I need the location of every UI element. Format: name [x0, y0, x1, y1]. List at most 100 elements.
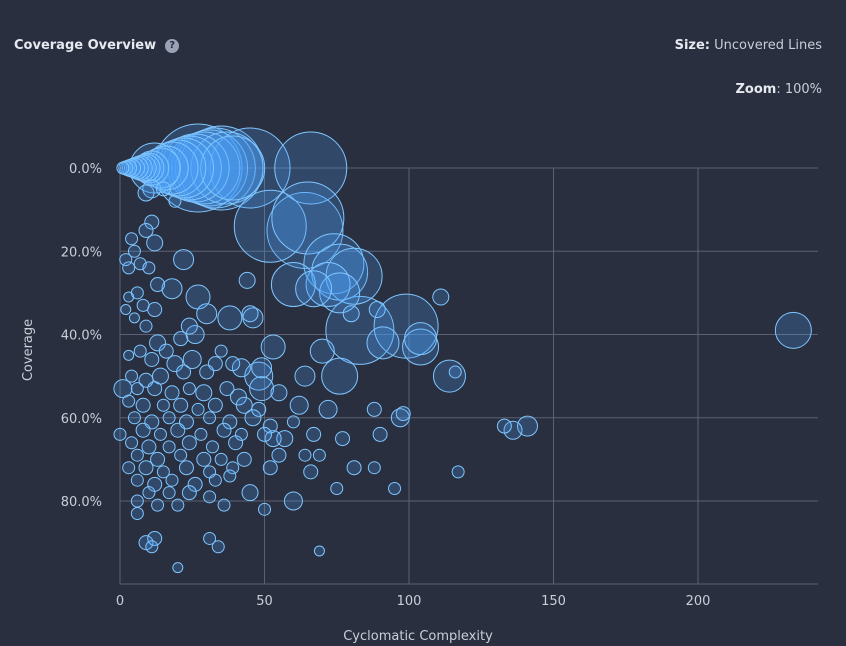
bubble[interactable]: [432, 359, 466, 393]
bubble[interactable]: [127, 411, 141, 425]
bubble[interactable]: [133, 344, 147, 358]
bubble[interactable]: [234, 427, 248, 441]
bubble[interactable]: [258, 502, 271, 516]
bubble[interactable]: [162, 411, 176, 425]
bubble[interactable]: [203, 531, 217, 545]
bubble[interactable]: [120, 304, 132, 316]
bubble[interactable]: [319, 272, 361, 314]
bubble[interactable]: [123, 291, 135, 303]
bubble[interactable]: [147, 381, 163, 397]
bubble[interactable]: [233, 189, 307, 263]
bubble[interactable]: [264, 430, 282, 448]
bubble[interactable]: [138, 460, 154, 476]
bubble[interactable]: [181, 485, 197, 501]
bubble[interactable]: [153, 427, 167, 441]
bubble[interactable]: [141, 439, 157, 455]
bubble[interactable]: [155, 181, 171, 197]
bubble[interactable]: [142, 486, 156, 500]
bubble[interactable]: [190, 131, 264, 205]
bubble[interactable]: [262, 460, 278, 476]
bubble[interactable]: [150, 451, 166, 467]
bubble[interactable]: [146, 234, 164, 252]
bubble[interactable]: [271, 181, 345, 255]
bubble[interactable]: [262, 418, 278, 434]
bubble[interactable]: [147, 530, 163, 546]
bubble[interactable]: [172, 562, 184, 574]
bubble[interactable]: [156, 398, 170, 412]
bubble[interactable]: [276, 430, 294, 448]
bubble[interactable]: [182, 382, 196, 396]
bubble[interactable]: [181, 435, 197, 451]
bubble[interactable]: [402, 328, 440, 366]
bubble[interactable]: [367, 461, 381, 475]
bubble[interactable]: [168, 194, 182, 208]
bubble[interactable]: [138, 222, 154, 238]
bubble[interactable]: [125, 436, 139, 450]
bubble[interactable]: [196, 451, 212, 467]
bubble[interactable]: [122, 394, 136, 408]
bubble[interactable]: [113, 379, 133, 399]
bubble[interactable]: [318, 399, 338, 419]
bubble[interactable]: [123, 349, 135, 361]
bubble[interactable]: [171, 129, 249, 207]
bubble[interactable]: [180, 317, 198, 335]
bubble[interactable]: [238, 271, 256, 289]
bubble[interactable]: [116, 161, 130, 175]
bubble[interactable]: [305, 262, 351, 308]
bubble[interactable]: [145, 540, 159, 554]
bubble[interactable]: [774, 311, 812, 349]
bubble[interactable]: [144, 351, 160, 367]
bubble[interactable]: [503, 420, 523, 440]
bubble[interactable]: [451, 465, 465, 479]
bubble[interactable]: [195, 384, 213, 402]
bubble[interactable]: [135, 397, 151, 413]
bubble[interactable]: [229, 388, 247, 406]
bubble[interactable]: [217, 305, 243, 331]
bubble[interactable]: [335, 431, 351, 447]
bubble[interactable]: [187, 476, 203, 492]
bubble[interactable]: [366, 401, 382, 417]
bubble[interactable]: [249, 376, 275, 402]
bubbles-layer[interactable]: [113, 123, 812, 574]
bubble[interactable]: [448, 365, 462, 379]
bubble[interactable]: [241, 484, 259, 502]
bubble[interactable]: [145, 141, 199, 195]
bubble[interactable]: [139, 319, 153, 333]
bubble[interactable]: [199, 364, 215, 380]
bubble[interactable]: [286, 415, 300, 429]
bubble[interactable]: [214, 344, 228, 358]
bubble[interactable]: [165, 473, 179, 487]
bubble[interactable]: [173, 249, 195, 271]
bubble[interactable]: [208, 473, 222, 487]
bubble[interactable]: [209, 127, 291, 209]
bubble[interactable]: [142, 261, 156, 275]
bubble[interactable]: [158, 343, 174, 359]
bubble[interactable]: [244, 409, 262, 427]
bubble[interactable]: [294, 365, 316, 387]
bubble[interactable]: [260, 334, 286, 360]
bubble[interactable]: [251, 357, 273, 379]
bubble[interactable]: [309, 338, 335, 364]
bubble[interactable]: [118, 160, 134, 176]
bubble[interactable]: [330, 482, 344, 496]
bubble[interactable]: [150, 277, 166, 293]
bubble[interactable]: [432, 288, 450, 306]
bubble[interactable]: [274, 131, 348, 205]
bubble[interactable]: [223, 469, 237, 483]
bubble[interactable]: [174, 448, 188, 462]
help-icon[interactable]: ?: [165, 38, 180, 53]
bubble[interactable]: [170, 422, 186, 438]
bubble[interactable]: [161, 278, 183, 300]
bubble[interactable]: [153, 137, 215, 199]
bubble[interactable]: [257, 426, 272, 442]
bubble[interactable]: [125, 232, 139, 246]
bubble[interactable]: [283, 491, 303, 511]
bubble[interactable]: [366, 326, 400, 360]
bubble[interactable]: [191, 402, 205, 416]
bubble[interactable]: [196, 303, 218, 325]
bubble[interactable]: [225, 356, 241, 372]
size-measure[interactable]: Size: Uncovered Lines: [675, 38, 822, 53]
bubble[interactable]: [135, 422, 151, 438]
bubble[interactable]: [130, 494, 144, 508]
bubble[interactable]: [207, 397, 223, 413]
